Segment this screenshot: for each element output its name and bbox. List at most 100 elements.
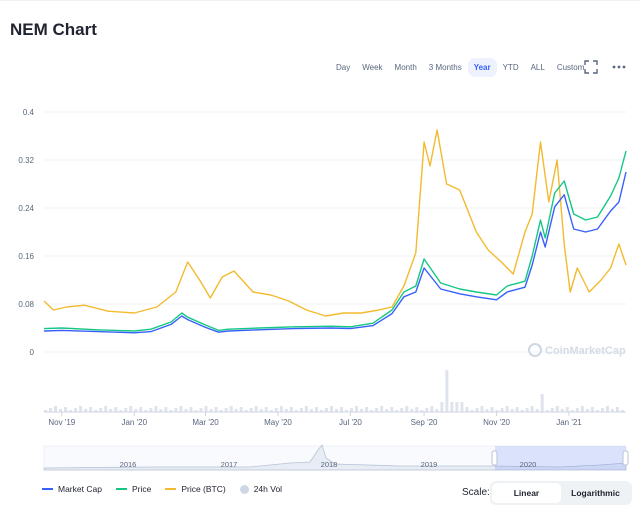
legend-market-cap[interactable]: Market Cap: [42, 484, 102, 494]
volume-bar: [159, 409, 163, 412]
volume-bar: [129, 406, 133, 412]
volume-bar: [314, 407, 318, 412]
fullscreen-icon[interactable]: [584, 60, 598, 74]
volume-bar: [425, 408, 429, 412]
volume-bar: [610, 409, 614, 412]
volume-bar: [319, 410, 323, 412]
price-btc-series-line: [43, 129, 627, 317]
volume-bar: [440, 402, 444, 412]
volume-bar: [500, 408, 504, 412]
volume-bar: [79, 406, 83, 412]
volume-bar: [164, 407, 168, 412]
price-series-line: [43, 150, 627, 332]
volume-bar: [264, 407, 268, 412]
volume-bar: [480, 406, 484, 412]
volume-bar: [224, 408, 228, 412]
range-week[interactable]: Week: [362, 63, 383, 72]
range-month[interactable]: Month: [394, 63, 417, 72]
volume-bar: [154, 406, 158, 412]
volume-bar: [84, 409, 88, 412]
x-tick-label: Jan '21: [556, 418, 582, 427]
range-day[interactable]: Day: [336, 63, 351, 72]
volume-bar: [445, 370, 449, 412]
volume-bar: [560, 409, 564, 412]
volume-bar: [615, 407, 619, 412]
volume-bar: [555, 406, 559, 412]
navigator-left-handle[interactable]: [491, 450, 498, 466]
legend-price-btc[interactable]: Price (BTC): [165, 484, 226, 494]
volume-bar: [345, 410, 349, 412]
volume-bar: [580, 406, 584, 412]
volume-bar: [269, 410, 273, 412]
page-title: NEM Chart: [10, 20, 97, 39]
volume-bar: [415, 407, 419, 412]
range-year[interactable]: Year: [467, 58, 497, 77]
volume-bar: [94, 410, 98, 412]
volume-bar: [279, 406, 283, 412]
volume-bar: [565, 407, 569, 412]
navigator-year-label: 2016: [120, 460, 137, 469]
volume-bar: [169, 410, 173, 412]
volume-bar: [74, 408, 78, 412]
volume-bar: [199, 408, 203, 412]
volume-bar: [59, 409, 63, 412]
navigator-selection[interactable]: [495, 446, 626, 470]
scale-label: Scale:: [462, 487, 490, 498]
volume-bar: [600, 408, 604, 412]
volume-bar: [365, 407, 369, 412]
volume-bar: [69, 410, 73, 412]
volume-bar: [99, 408, 103, 412]
chart-legend: Market Cap Price Price (BTC) 24h Vol: [42, 484, 282, 494]
price-chart: 0 0.08 0.16 0.24 0.32 0.4 Nov '19 Jan '20 Mar '…: [18, 108, 629, 471]
range-3-months[interactable]: 3 Months: [428, 63, 462, 72]
volume-bar: [139, 407, 143, 412]
volume-bar: [299, 408, 303, 412]
volume-bar: [329, 406, 333, 412]
range-custom[interactable]: Custom: [556, 63, 585, 72]
volume-bar: [204, 406, 208, 412]
volume-bar: [259, 409, 263, 412]
legend-24h-vol[interactable]: 24h Vol: [239, 484, 283, 494]
y-tick-label: 0.24: [18, 204, 34, 213]
volume-bar: [144, 410, 148, 412]
volume-bar: [495, 410, 499, 412]
volume-bar: [515, 407, 519, 412]
volume-bar: [324, 408, 328, 412]
volume-bar: [219, 410, 223, 412]
market-cap-series-line: [43, 171, 627, 334]
range-ytd[interactable]: YTD: [502, 63, 519, 72]
legend-price[interactable]: Price: [115, 484, 151, 494]
volume-bar: [49, 408, 53, 412]
scale-linear-button[interactable]: Linear: [492, 483, 561, 503]
volume-bar: [89, 407, 93, 412]
volume-bar: [545, 410, 549, 412]
volume-bar: [104, 406, 108, 412]
volume-bar: [239, 407, 243, 412]
scale-logarithmic-button[interactable]: Logarithmic: [571, 488, 620, 498]
volume-bar: [289, 407, 293, 412]
volume-bar: [575, 408, 579, 412]
x-tick-label: Nov '19: [48, 418, 75, 427]
volume-bar: [540, 394, 544, 412]
volume-bar: [284, 409, 288, 412]
volume-bar: [410, 409, 414, 412]
volume-bar: [234, 409, 238, 412]
more-dots-icon[interactable]: [612, 60, 626, 74]
volume-bar: [420, 410, 424, 412]
volume-bar: [44, 410, 47, 412]
legend-label: 24h Vol: [253, 484, 283, 494]
volume-bar: [254, 406, 258, 412]
range-all[interactable]: ALL: [530, 63, 545, 72]
x-tick-label: May '20: [264, 418, 292, 427]
volume-bar: [194, 410, 198, 412]
volume-bar: [355, 406, 359, 412]
volume-bar: [490, 407, 494, 412]
navigator-right-handle[interactable]: [622, 450, 629, 466]
range-navigator[interactable]: 2016 2017 2018 2019 2020: [43, 444, 629, 471]
volume-bar: [54, 406, 58, 412]
volume-bar: [485, 409, 489, 412]
volume-bar: [385, 409, 389, 412]
volume-bar: [64, 407, 68, 412]
y-tick-label: 0.08: [18, 300, 34, 309]
volume-bar: [244, 410, 248, 412]
